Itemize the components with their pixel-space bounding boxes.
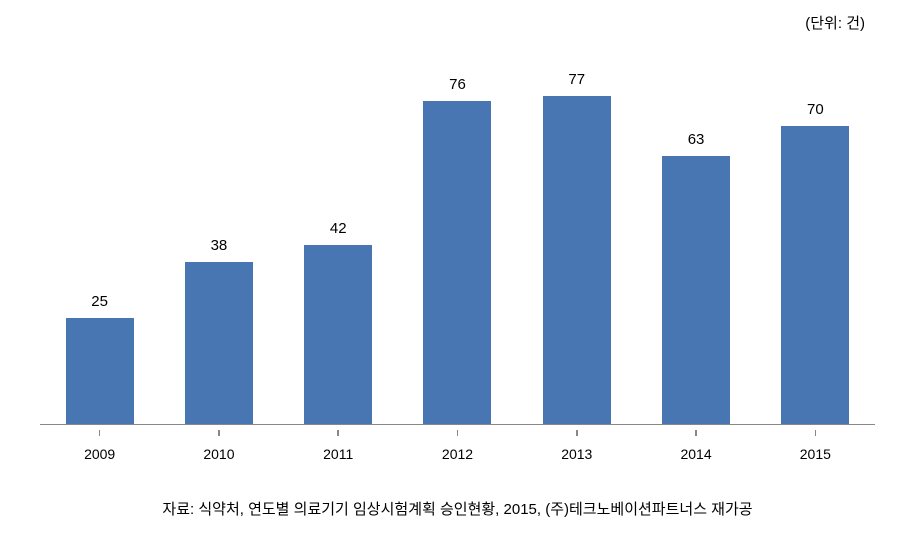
x-tick-mark (457, 430, 459, 436)
x-tick-mark (815, 430, 817, 436)
x-tick-group: 2014 (636, 430, 755, 462)
bars-wrapper: 25 38 42 76 77 63 (40, 55, 875, 424)
x-tick-group: 2012 (398, 430, 517, 462)
chart-container: (단위: 건) 25 38 42 76 77 (0, 0, 915, 549)
bar (543, 96, 611, 424)
bar-group: 38 (159, 55, 278, 424)
x-tick-mark (99, 430, 101, 436)
bar-value-label: 77 (568, 71, 585, 88)
bar-group: 77 (517, 55, 636, 424)
bar (662, 156, 730, 424)
bar-value-label: 70 (807, 101, 824, 118)
x-tick-label: 2009 (84, 446, 115, 462)
source-citation: 자료: 식약처, 연도별 의료기기 임상시험계획 승인현황, 2015, (주)… (0, 498, 915, 519)
bar-group: 70 (756, 55, 875, 424)
x-tick-label: 2010 (203, 446, 234, 462)
bar-group: 76 (398, 55, 517, 424)
x-tick-mark (695, 430, 697, 436)
x-tick-label: 2013 (561, 446, 592, 462)
x-tick-group: 2011 (279, 430, 398, 462)
x-tick-label: 2014 (680, 446, 711, 462)
bar-value-label: 25 (91, 293, 108, 310)
plot-area: 25 38 42 76 77 63 (40, 55, 875, 425)
bar-value-label: 38 (211, 237, 228, 254)
bar (423, 101, 491, 424)
bar (66, 318, 134, 424)
x-tick-mark (218, 430, 220, 436)
bar (185, 262, 253, 424)
x-tick-group: 2010 (159, 430, 278, 462)
bar-value-label: 42 (330, 220, 347, 237)
bar-group: 63 (636, 55, 755, 424)
bar-group: 25 (40, 55, 159, 424)
bar (304, 245, 372, 424)
x-tick-group: 2015 (756, 430, 875, 462)
bar-group: 42 (279, 55, 398, 424)
x-tick-mark (337, 430, 339, 436)
unit-label: (단위: 건) (805, 12, 865, 33)
x-tick-mark (576, 430, 578, 436)
x-axis: 2009 2010 2011 2012 2013 2014 2015 (40, 430, 875, 462)
x-tick-label: 2015 (800, 446, 831, 462)
bar-value-label: 76 (449, 76, 466, 93)
bar (781, 126, 849, 424)
x-tick-label: 2012 (442, 446, 473, 462)
x-tick-group: 2009 (40, 430, 159, 462)
x-tick-group: 2013 (517, 430, 636, 462)
x-tick-label: 2011 (323, 446, 353, 462)
bar-value-label: 63 (688, 131, 705, 148)
